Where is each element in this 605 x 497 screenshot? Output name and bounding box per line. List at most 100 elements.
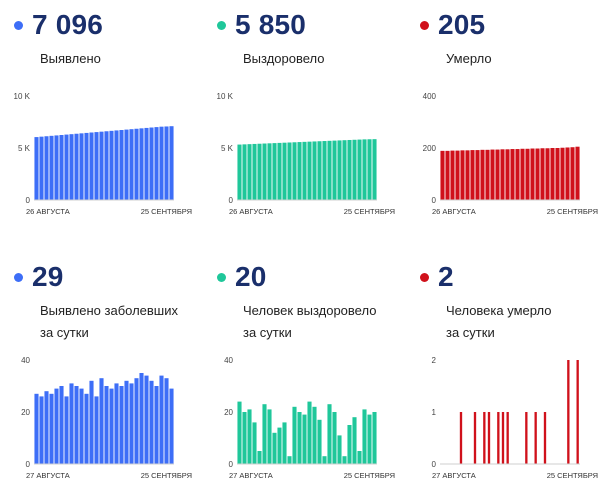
stat-label: Человек выздоровело за сутки <box>243 303 377 340</box>
x-tick-label: 25 СЕНТЯБРЯ <box>141 207 192 216</box>
bar <box>94 396 99 464</box>
bar <box>440 150 445 200</box>
bar <box>34 137 39 200</box>
bar <box>144 375 149 464</box>
bar <box>34 393 39 464</box>
bar <box>337 140 342 200</box>
bar <box>465 150 470 200</box>
stat-value: 29 <box>32 261 64 292</box>
bar <box>445 150 450 200</box>
bar <box>302 414 307 464</box>
bar <box>287 142 292 200</box>
bar <box>317 141 322 200</box>
bar <box>149 127 154 200</box>
bar <box>312 141 317 200</box>
bar <box>292 142 297 200</box>
bar <box>347 425 352 464</box>
y-tick-label: 0 <box>229 196 234 205</box>
dot-icon <box>14 272 23 282</box>
bar <box>297 412 302 464</box>
y-tick-label: 10 K <box>14 92 31 101</box>
x-tick-label: 27 АВГУСТА <box>432 471 476 480</box>
bar <box>94 132 99 200</box>
panel-recovered: 5 850 Выздоровело 0 5 K 10 K 26 АВГУСТА 25 С… <box>203 0 403 245</box>
panel-detected: 7 096 Выявлено 0 5 K 10 K 26 АВГУСТА 25 СЕНТ… <box>0 0 200 245</box>
bar <box>473 412 477 464</box>
bar <box>267 409 272 464</box>
bar <box>99 378 104 464</box>
bar <box>277 427 282 464</box>
bar <box>252 422 257 464</box>
panel-detected-daily: 29 Выявлено заболевших за сутки 0 20 40 27 А… <box>0 252 200 497</box>
bar <box>570 147 575 200</box>
bar <box>362 139 367 200</box>
chart-detected: 0 5 K 10 K 26 АВГУСТА 25 СЕНТЯБРЯ <box>14 92 192 216</box>
bar <box>332 412 337 464</box>
bar <box>69 134 74 200</box>
stat-value: 205 <box>438 9 486 40</box>
bar <box>44 391 49 464</box>
bar <box>312 406 317 464</box>
bar <box>497 412 500 464</box>
bar <box>515 149 520 200</box>
bar <box>144 127 149 200</box>
bar <box>560 147 565 200</box>
stat-label: Выздоровело <box>243 51 325 66</box>
bar <box>272 143 277 200</box>
bar <box>327 404 332 464</box>
bar <box>337 435 342 464</box>
bar <box>530 148 535 200</box>
bar <box>139 373 144 464</box>
stat-label: Умерло <box>446 51 492 66</box>
bar <box>357 139 362 200</box>
x-tick-label: 25 СЕНТЯБРЯ <box>344 471 395 480</box>
bar <box>257 451 262 464</box>
bar <box>124 129 129 200</box>
bar <box>59 135 64 200</box>
chart-detected-daily: 0 20 40 27 АВГУСТА 25 СЕНТЯБРЯ <box>21 356 192 480</box>
bar <box>282 422 287 464</box>
stat-value: 2 <box>438 261 454 292</box>
dot-icon <box>14 20 23 30</box>
y-tick-label: 200 <box>423 144 437 153</box>
bar <box>342 140 347 200</box>
y-tick-label: 400 <box>423 92 437 101</box>
bar <box>506 412 509 464</box>
bar <box>257 143 262 200</box>
y-tick-label: 0 <box>26 460 31 469</box>
bar <box>237 144 242 200</box>
bar <box>109 388 114 464</box>
bar <box>114 130 119 200</box>
x-tick-label: 27 АВГУСТА <box>229 471 273 480</box>
bar <box>287 456 292 464</box>
bar <box>54 388 59 464</box>
dot-icon <box>420 20 429 30</box>
stat-label: Человека умерло за сутки <box>446 303 552 340</box>
bar <box>99 131 104 200</box>
bar <box>307 141 312 200</box>
bar <box>64 396 69 464</box>
bar <box>470 150 475 200</box>
bar <box>505 149 510 200</box>
bar <box>483 412 486 464</box>
bar <box>242 144 247 200</box>
bar <box>459 412 463 464</box>
dot-icon <box>420 272 429 282</box>
x-tick-label: 26 АВГУСТА <box>26 207 70 216</box>
bar <box>79 388 84 464</box>
dot-icon <box>217 20 226 30</box>
y-tick-label: 0 <box>26 196 31 205</box>
bar <box>74 133 79 200</box>
bar <box>460 150 465 200</box>
bar <box>292 406 297 464</box>
bar <box>154 386 159 464</box>
bar <box>352 139 357 200</box>
bar <box>104 386 109 464</box>
chart-deaths-daily: 0 1 2 27 АВГУСТА 25 СЕНТЯБРЯ <box>432 356 598 480</box>
bar <box>164 126 169 200</box>
stat-label: Выявлено <box>40 51 101 66</box>
bar <box>49 393 54 464</box>
bar <box>535 148 540 200</box>
bar <box>164 378 169 464</box>
bar <box>134 378 139 464</box>
